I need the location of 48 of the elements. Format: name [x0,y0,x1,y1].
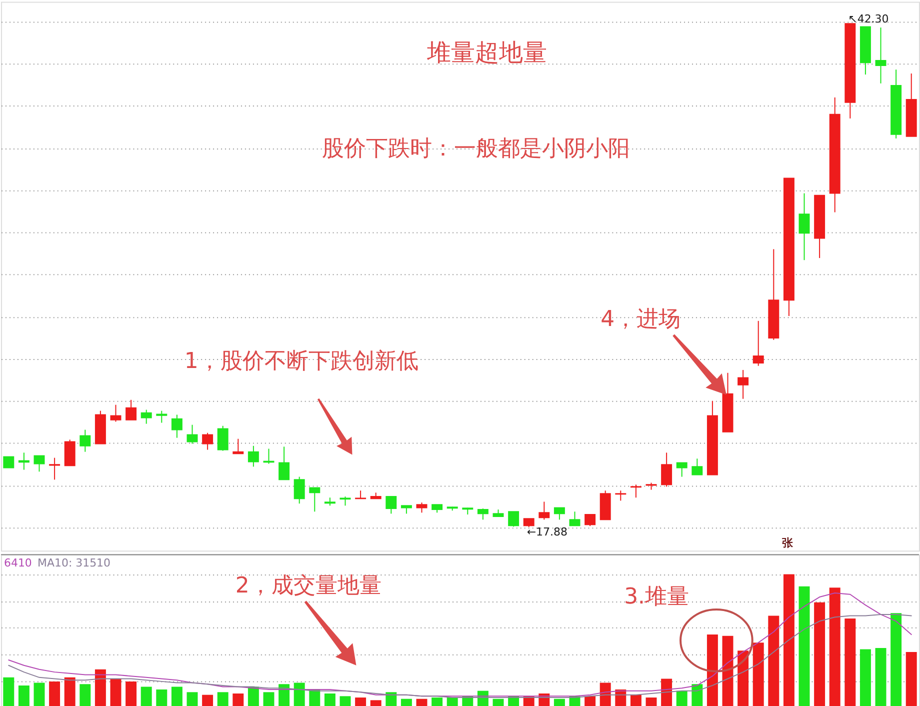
annotation: 3.堆量 [624,584,690,610]
candlestick [584,514,596,527]
candlestick [416,502,428,514]
candlestick [80,429,91,452]
candlestick [34,455,45,472]
text: 堆量超地量 [426,38,547,67]
candlestick [18,452,30,470]
candlestick [49,457,60,480]
candlestick [798,192,810,261]
candlestick [538,501,550,520]
candlestick [386,496,397,514]
candlestick [171,414,182,438]
annotation: 股价下跌时：一般都是小阴小阳 [322,136,630,162]
candlestick [217,425,228,452]
candlestick [140,409,152,424]
candlestick [186,424,198,444]
candlestick [110,404,122,422]
candlestick [126,399,137,420]
candlestick [340,496,351,506]
candlestick [554,507,565,520]
candlestick [661,452,672,488]
candlestick [738,369,749,400]
candlestick [569,511,580,526]
candlestick [309,487,320,512]
annotation: 1，股价不断下跌创新低 [184,348,418,374]
candlestick [202,432,214,450]
candlestick [630,484,642,498]
annotation: ↖42.30 [848,12,889,26]
text: 6410 [4,556,32,570]
candlestick [875,27,886,84]
candlestick [676,462,688,478]
candlestick [752,320,764,366]
annotation: 张 [782,536,794,550]
candlestick [477,508,488,520]
candlestick [692,458,703,476]
candlestick [64,439,76,466]
candlestick [508,511,520,528]
text: MA10: 31510 [38,556,111,570]
candlestick [232,438,244,454]
candlestick [248,445,259,468]
annotation: 2，成交量地量 [235,573,382,598]
annotation: 4，进场 [600,307,681,332]
candlestick [278,446,290,480]
candlestick [3,456,14,468]
candlestick [615,490,626,502]
annotation: ←17.88 [526,526,568,539]
candlestick [294,476,305,504]
candlestick [156,410,168,424]
